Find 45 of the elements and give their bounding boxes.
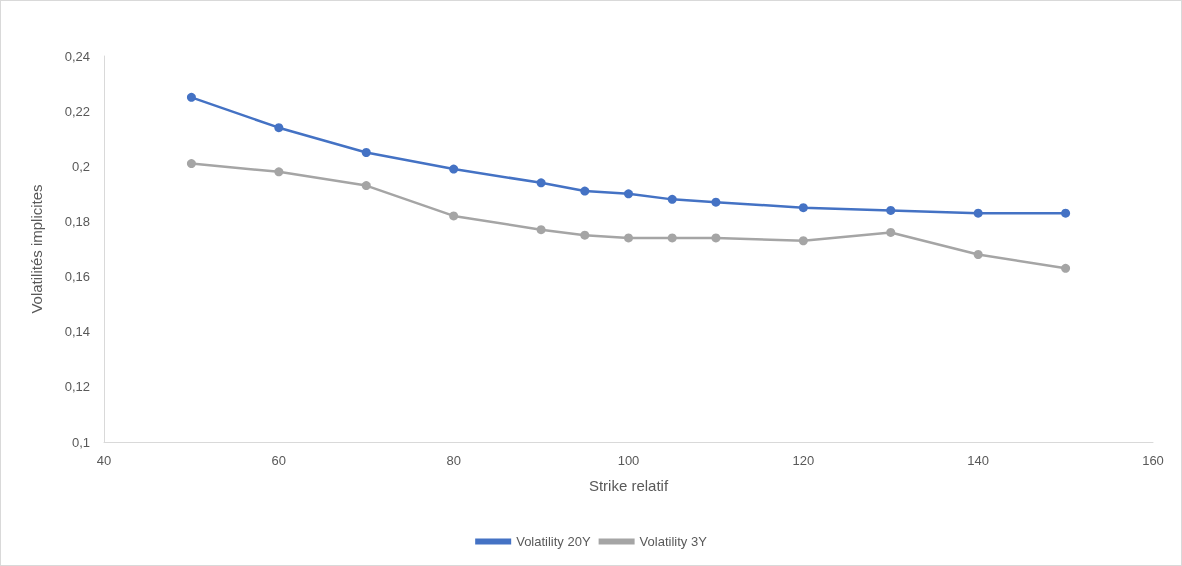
- y-axis-title: Volatilités implicites: [28, 184, 45, 314]
- x-tick-label: 60: [271, 453, 287, 468]
- point: [711, 233, 721, 243]
- point: [274, 123, 284, 133]
- x-tick-label: 100: [617, 453, 640, 468]
- legend-label: Volatility 3Y: [639, 534, 708, 549]
- legend-label: Volatility 20Y: [516, 534, 591, 549]
- point: [711, 197, 721, 207]
- point: [973, 250, 983, 260]
- y-tick-label: 0,14: [64, 324, 90, 340]
- point: [536, 178, 546, 188]
- y-tick-label: 0,1: [71, 434, 90, 450]
- point: [580, 230, 590, 240]
- point: [186, 92, 196, 102]
- y-tick-label: 0,12: [64, 379, 90, 395]
- point: [361, 148, 371, 157]
- x-axis-title: Strike relatif: [588, 477, 669, 494]
- point: [886, 227, 896, 237]
- x-tick-label: 140: [967, 453, 990, 468]
- point: [274, 167, 284, 177]
- y-tick-label: 0,16: [64, 269, 90, 285]
- point: [667, 233, 677, 243]
- x-tick-label: 120: [792, 453, 815, 468]
- point: [886, 205, 896, 215]
- y-tick-label: 0,24: [64, 48, 90, 64]
- point: [798, 203, 808, 213]
- point: [667, 194, 677, 204]
- x-tick-label: 40: [96, 453, 112, 468]
- point: [361, 181, 371, 191]
- point: [624, 189, 633, 199]
- point: [449, 211, 459, 221]
- x-tick-label: 80: [446, 453, 461, 468]
- x-tick-label: 160: [1142, 453, 1164, 468]
- point: [449, 164, 459, 174]
- point: [973, 208, 983, 218]
- y-tick-label: 0,18: [64, 213, 90, 229]
- point: [1061, 208, 1071, 218]
- point: [186, 159, 196, 169]
- point: [1061, 263, 1071, 273]
- point: [536, 225, 546, 235]
- y-tick-label: 0,2: [71, 158, 90, 174]
- point: [624, 233, 633, 243]
- y-tick-label: 0,22: [64, 103, 90, 119]
- point: [798, 236, 808, 246]
- point: [580, 186, 590, 196]
